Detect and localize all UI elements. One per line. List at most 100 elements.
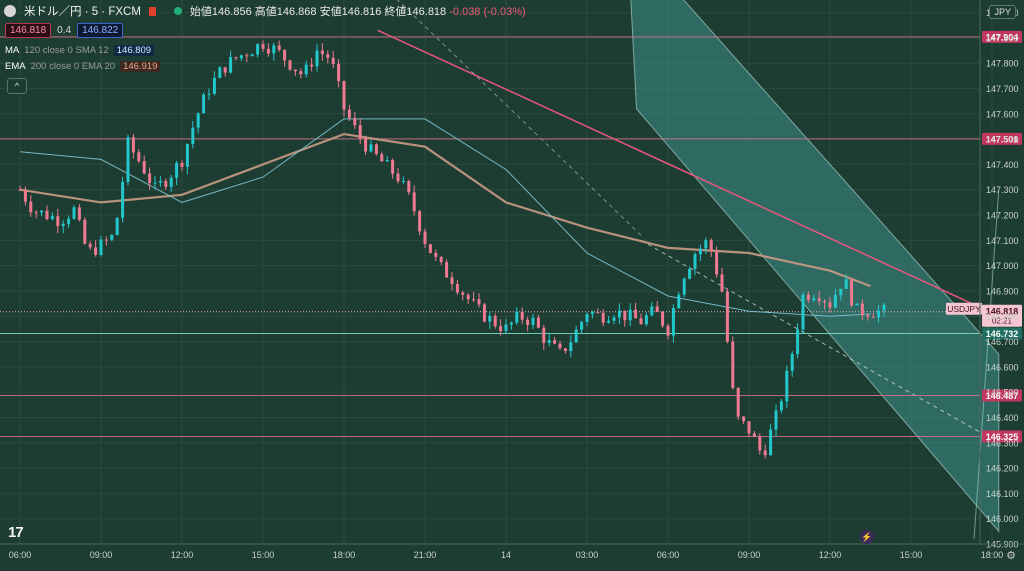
candle-body — [477, 299, 481, 305]
candle-body — [882, 304, 886, 311]
candle-body — [542, 327, 546, 343]
candle-body — [110, 234, 114, 240]
candle-body — [871, 316, 875, 318]
candle-body — [428, 244, 432, 254]
symbol-legend[interactable]: 米ドル／円 · 5 · FXCM 始値146.856 高値146.868 安値1… — [4, 3, 526, 19]
candle-body — [817, 298, 821, 302]
indicator-params: 200 close 0 EMA 20 — [30, 61, 116, 72]
open-label: 始値 — [189, 6, 212, 18]
candle-body — [331, 57, 335, 64]
y-tick-label: 147.000 — [986, 261, 1019, 271]
candle-body — [585, 314, 589, 322]
candle-body — [310, 64, 314, 67]
candle-body — [671, 308, 675, 336]
gear-icon[interactable]: ⚙ — [1006, 550, 1016, 562]
x-tick-label: 06:00 — [9, 550, 32, 560]
candle-body — [256, 44, 260, 55]
y-tick-label: 146.300 — [986, 438, 1019, 448]
candle-body — [855, 303, 859, 306]
trade-panel[interactable]: 146.818 0.4 146.822 — [5, 23, 124, 38]
x-tick-label: 15:00 — [252, 550, 275, 560]
candle-body — [644, 315, 648, 325]
collapse-legend-button[interactable]: ^ — [7, 78, 27, 94]
candle-body — [553, 340, 557, 344]
candle-body — [715, 250, 719, 275]
candle-body — [196, 113, 200, 128]
high-value: 146.868 — [276, 6, 317, 18]
candle-body — [574, 329, 578, 343]
candle-body — [153, 182, 157, 184]
indicator-params: 120 close 0 SMA 12 — [24, 45, 109, 56]
candle-body — [612, 317, 616, 321]
candle-body — [304, 64, 308, 75]
price-level-label: 146.732 — [986, 329, 1019, 339]
current-price-tag — [982, 304, 1022, 327]
candle-body — [801, 294, 805, 330]
candle-body — [272, 45, 276, 54]
candle-body — [18, 189, 22, 191]
candle-body — [623, 310, 627, 321]
open-value: 146.856 — [211, 6, 252, 18]
candle-body — [531, 317, 535, 326]
x-tick-label: 18:00 — [333, 550, 356, 560]
regression-channel — [377, 0, 1000, 539]
indicator-legend-ema[interactable]: EMA 200 close 0 EMA 20 146.919 — [5, 61, 161, 72]
candle-body — [88, 243, 92, 248]
close-label: 終値 — [384, 6, 407, 18]
candle-body — [380, 154, 384, 162]
candle-body — [601, 312, 605, 323]
y-tick-label: 146.400 — [986, 413, 1019, 423]
x-tick-label: 03:00 — [576, 550, 599, 560]
candle-body — [164, 180, 168, 187]
x-tick-label: 21:00 — [414, 550, 437, 560]
candle-body — [50, 216, 54, 220]
symbol-title[interactable]: 米ドル／円 · 5 · FXCM — [24, 6, 141, 18]
candle-body — [412, 192, 416, 212]
low-label: 安値 — [319, 6, 342, 18]
candle-body — [191, 127, 195, 145]
candle-body — [158, 180, 162, 183]
x-tick-label: 09:00 — [90, 550, 113, 560]
y-tick-label: 147.400 — [986, 160, 1019, 170]
candle-body — [148, 173, 152, 184]
price-level-label: 146.325 — [986, 432, 1019, 442]
candle-body — [569, 342, 573, 352]
candle-body — [742, 416, 746, 422]
indicator-value: 146.809 — [113, 45, 155, 56]
x-tick-label: 12:00 — [171, 550, 194, 560]
currency-selector[interactable]: JPY — [989, 5, 1016, 19]
price-level-label: 147.904 — [986, 32, 1019, 42]
candle-body — [391, 159, 395, 174]
spread-value: 0.4 — [57, 25, 72, 36]
candle-body — [688, 268, 692, 279]
x-tick-label: 06:00 — [657, 550, 680, 560]
candle-body — [547, 340, 551, 343]
tradingview-logo[interactable]: 17 — [8, 524, 24, 541]
candle-body — [833, 295, 837, 308]
trendline-rising-dashed — [396, 0, 642, 236]
candle-body — [283, 49, 287, 61]
candle-body — [461, 292, 465, 295]
symbol-tag — [946, 302, 982, 315]
candle-body — [299, 71, 303, 75]
buy-button[interactable]: 146.822 — [77, 23, 124, 38]
indicator-legend-sma[interactable]: MA 120 close 0 SMA 12 146.809 — [5, 45, 155, 56]
y-tick-label: 146.100 — [986, 489, 1019, 499]
moving-averages — [19, 118, 871, 317]
y-tick-label: 147.500 — [986, 135, 1019, 145]
sell-button[interactable]: 146.818 — [5, 23, 52, 38]
price-level-tag — [982, 30, 1022, 43]
lightning-icon[interactable]: ⚡ — [860, 530, 874, 544]
candle-body — [175, 162, 179, 178]
candle-body — [763, 450, 767, 456]
candle-body — [115, 217, 119, 235]
high-label: 高値 — [254, 6, 277, 18]
candle-body — [396, 173, 400, 182]
candle-body — [596, 312, 600, 314]
candle-body — [202, 94, 206, 114]
price-level-label: 147.501 — [986, 134, 1019, 144]
candle-body — [358, 125, 362, 139]
y-tick-label: 147.900 — [986, 33, 1019, 43]
